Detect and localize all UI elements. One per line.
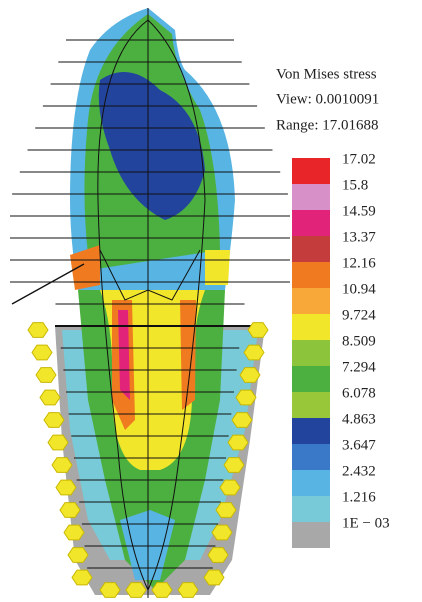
legend-label: 12.16: [342, 255, 376, 271]
support-node: [72, 570, 92, 585]
legend-swatch: [292, 392, 330, 418]
support-node: [236, 390, 256, 405]
support-node: [60, 503, 80, 518]
legend-label: 4.863: [342, 411, 376, 427]
support-node: [44, 413, 64, 428]
legend-label: 8.509: [342, 333, 376, 349]
legend-label: 3.647: [342, 437, 376, 453]
support-node: [178, 583, 198, 598]
legend-swatch: [292, 470, 330, 496]
support-node: [28, 323, 48, 338]
support-node: [228, 435, 248, 450]
legend-swatch: [292, 340, 330, 366]
legend-label: 15.8: [342, 177, 368, 193]
crown-zone: [205, 250, 230, 285]
pointer-arrow: [12, 264, 84, 304]
legend-title: Von Mises stress: [276, 66, 377, 82]
support-node: [248, 323, 268, 338]
legend-label: 6.078: [342, 385, 376, 401]
legend-swatch: [292, 262, 330, 288]
legend-swatch: [292, 236, 330, 262]
support-node: [100, 583, 120, 598]
support-node: [68, 548, 88, 563]
support-node: [220, 480, 240, 495]
legend-label: 9.724: [342, 307, 376, 323]
legend-swatch: [292, 314, 330, 340]
legend-swatch: [292, 418, 330, 444]
legend-label: 7.294: [342, 359, 376, 375]
legend-swatch: [292, 522, 330, 548]
legend-range: Range: 17.01688: [276, 117, 379, 133]
support-node: [56, 480, 76, 495]
legend-swatch: [292, 210, 330, 236]
support-node: [216, 503, 236, 518]
support-node: [152, 583, 172, 598]
legend-view: View: 0.0010091: [276, 91, 379, 107]
legend-label: 10.94: [342, 281, 376, 297]
legend-label: 2.432: [342, 463, 376, 479]
support-node: [208, 548, 228, 563]
legend-label: 1E − 03: [342, 515, 390, 531]
support-node: [40, 390, 60, 405]
support-node: [224, 458, 244, 473]
support-node: [232, 413, 252, 428]
legend-swatch: [292, 158, 330, 184]
support-node: [240, 368, 260, 383]
support-node: [48, 435, 68, 450]
figure: Von Mises stress View: 0.0010091 Range: …: [0, 0, 422, 602]
legend-label: 17.02: [342, 151, 376, 167]
legend-swatch: [292, 184, 330, 210]
legend-swatch: [292, 444, 330, 470]
support-node: [212, 525, 232, 540]
support-node: [126, 583, 146, 598]
support-node: [36, 368, 56, 383]
support-node: [64, 525, 84, 540]
stress-zone: [180, 300, 196, 410]
legend-label: 14.59: [342, 203, 376, 219]
legend-swatch: [292, 496, 330, 522]
legend-label: 1.216: [342, 489, 376, 505]
support-node: [204, 570, 224, 585]
fea-figure: Von Mises stress View: 0.0010091 Range: …: [0, 0, 422, 602]
support-node: [32, 345, 52, 360]
support-node: [52, 458, 72, 473]
support-node: [244, 345, 264, 360]
legend-swatch: [292, 288, 330, 314]
legend-swatch: [292, 366, 330, 392]
tooth-model: [10, 8, 290, 598]
legend-label: 13.37: [342, 229, 376, 245]
